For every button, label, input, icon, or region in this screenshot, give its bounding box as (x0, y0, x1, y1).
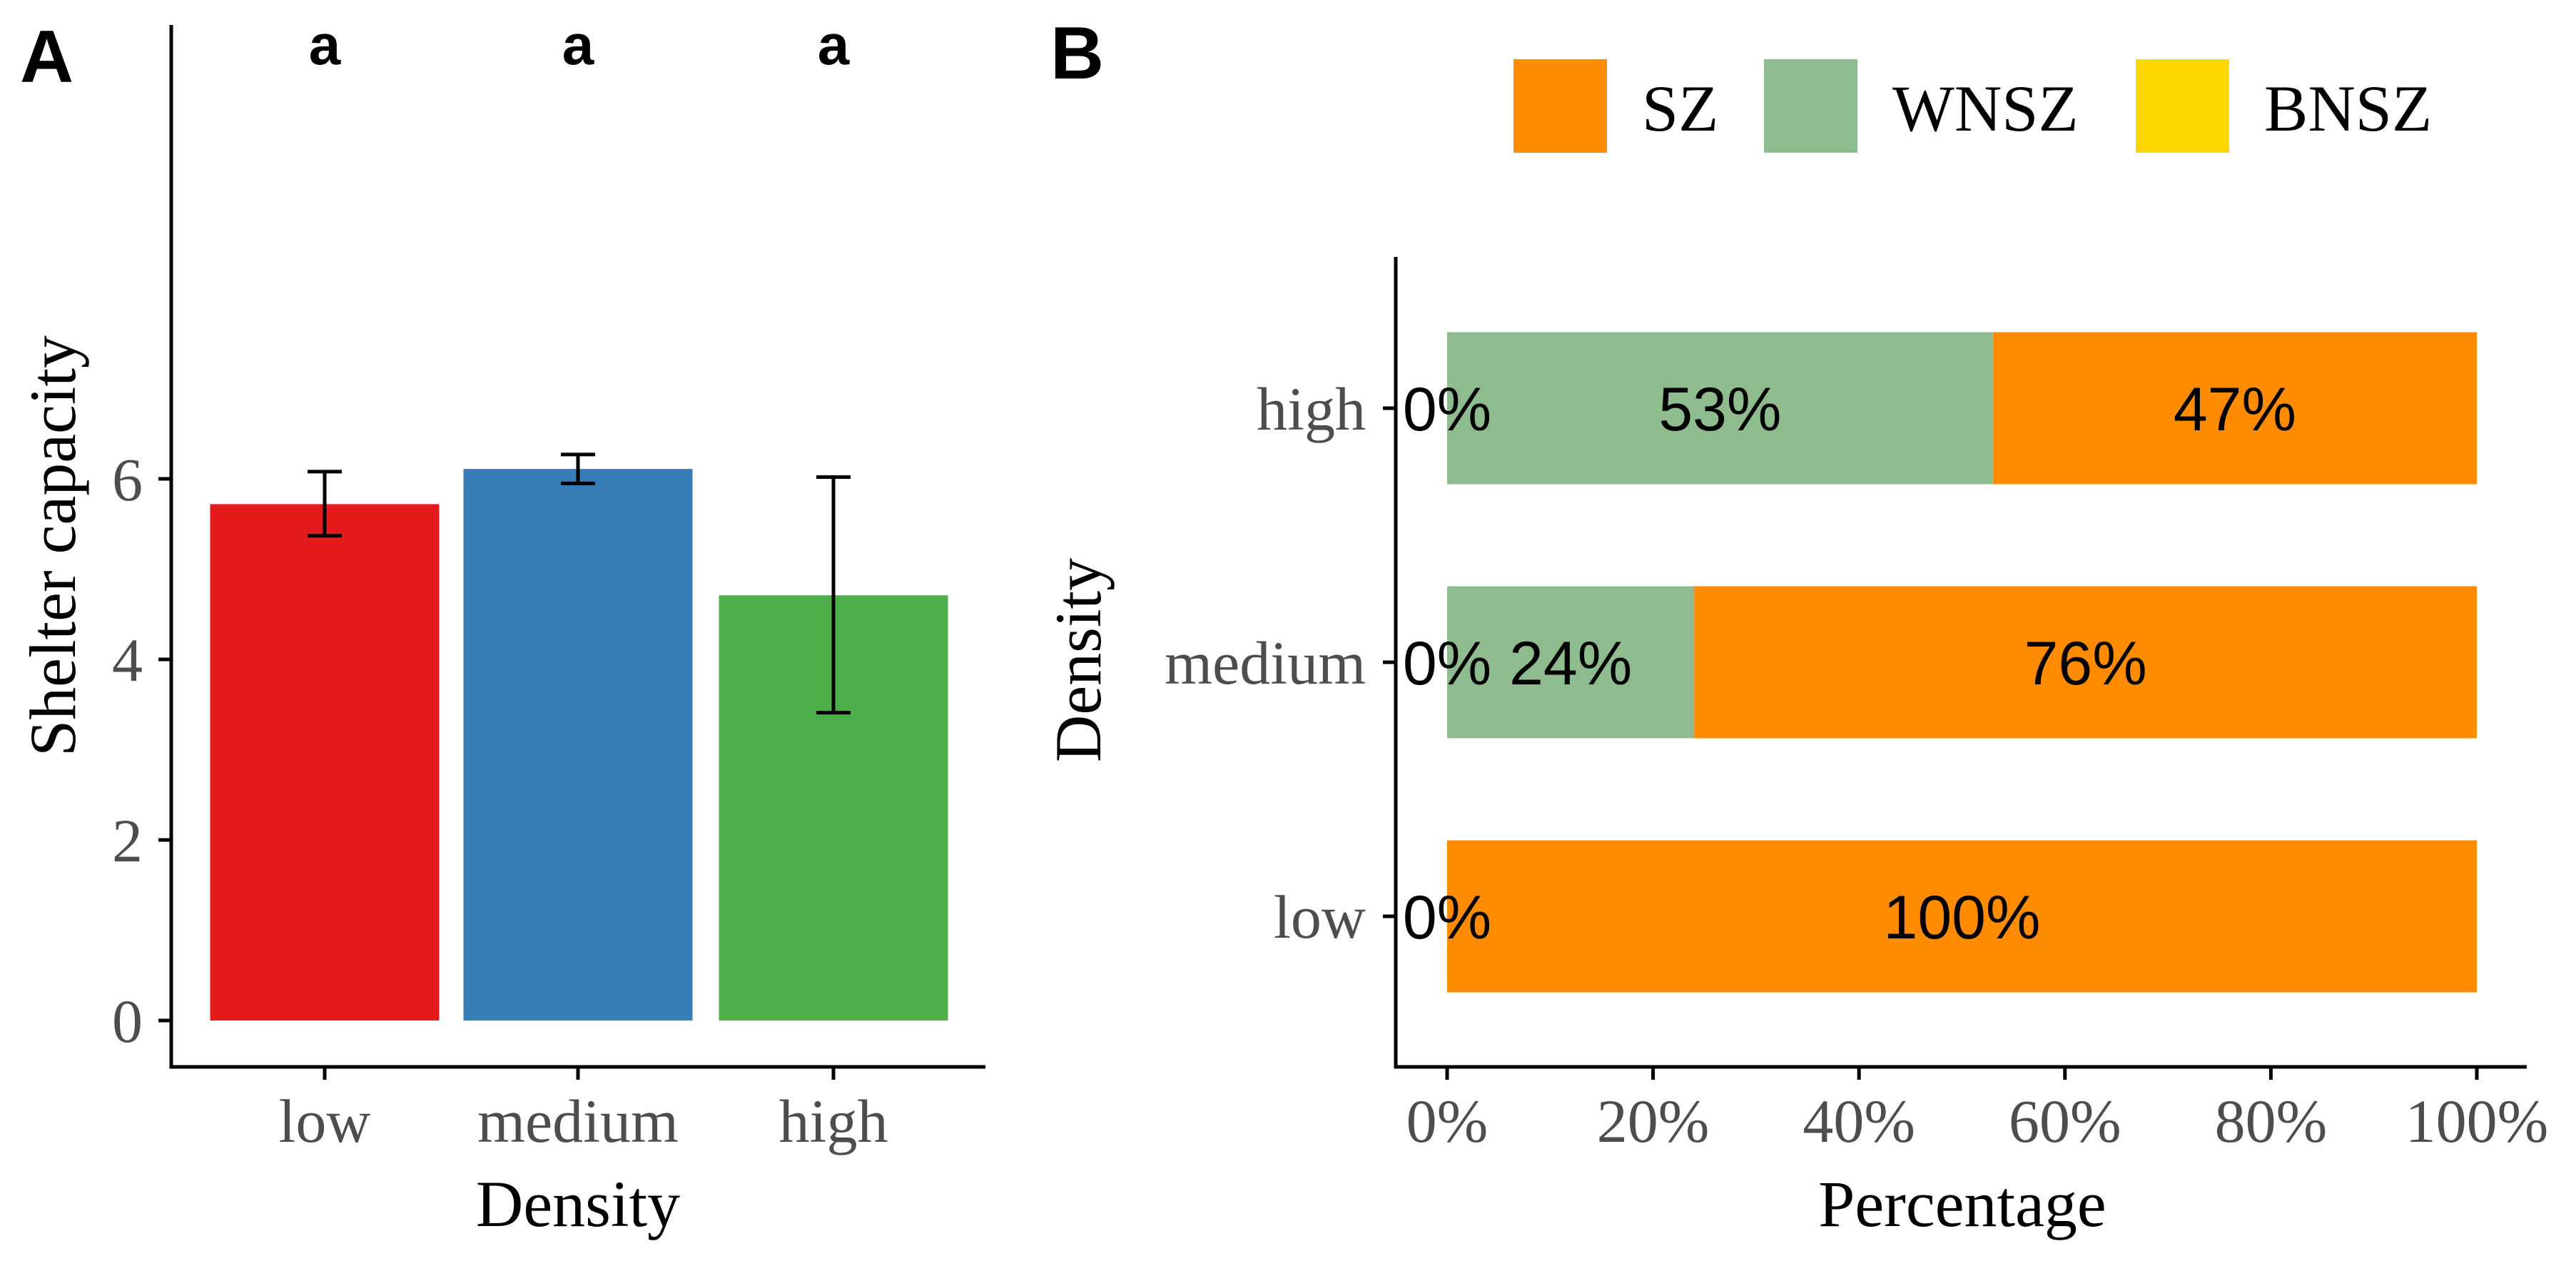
panel-a-x-axis-title: Density (476, 1168, 680, 1240)
y-tick-label-2: 2 (112, 806, 143, 875)
panel-b: B SZ WNSZ BNSZ 0% 53% 47% 0% 24% 76% 0% 100% high… (1042, 12, 2548, 1240)
y-tick-label-0: 0 (112, 987, 143, 1055)
legend-item-bnsz: BNSZ (2136, 59, 2432, 153)
panel-a-error-bars (308, 452, 851, 715)
x-tick-label-40: 40% (1802, 1087, 1915, 1155)
legend-label-wnsz: WNSZ (1892, 72, 2079, 145)
y-tick-label-6: 6 (112, 445, 143, 514)
panel-b-y-axis-title: Density (1042, 558, 1115, 762)
bar-segment-medium-sz (1694, 586, 2477, 739)
panel-b-x-ticks: 0% 20% 40% 60% 80% 100% (1406, 1067, 2549, 1155)
significance-letter-medium: a (562, 13, 594, 76)
bar-segment-high-sz (1992, 332, 2477, 485)
x-tick-label-20: 20% (1597, 1087, 1710, 1155)
panel-a-y-ticks: 0 2 4 6 (112, 445, 171, 1055)
x-tick-label-80: 80% (2215, 1087, 2328, 1155)
x-tick-label-medium: medium (477, 1087, 679, 1155)
bar-label-medium-sz: 76% (2024, 629, 2147, 698)
panel-b-legend: SZ WNSZ BNSZ (1513, 59, 2432, 153)
legend-item-sz: SZ (1513, 59, 1718, 153)
bar-label-low-sz: 100% (1884, 883, 2041, 952)
y-tick-label-high: high (1257, 375, 1366, 443)
error-bar-low (308, 470, 342, 538)
x-tick-label-low: low (279, 1087, 371, 1155)
bar-label-high-wnsz: 53% (1658, 375, 1781, 444)
x-tick-label-100: 100% (2405, 1087, 2549, 1155)
panel-a-label: A (20, 16, 73, 98)
panel-a-y-axis-title: Shelter capacity (16, 335, 89, 756)
bar-segment-low-sz (1447, 840, 2477, 993)
x-tick-label-high: high (779, 1087, 888, 1155)
error-bar-high (816, 475, 851, 715)
bar-label-medium-wnsz: 24% (1509, 629, 1632, 698)
error-bar-medium (561, 452, 595, 485)
legend-label-sz: SZ (1642, 72, 1718, 145)
bar-label-high-sz: 47% (2174, 375, 2296, 444)
legend-swatch-bnsz (2136, 59, 2229, 153)
panel-b-bar-labels: 0% 53% 47% 0% 24% 76% 0% 100% (1403, 375, 2296, 952)
significance-letter-high: a (818, 13, 850, 76)
bar-label-low-bnsz: 0% (1403, 883, 1491, 952)
panel-b-bars (1447, 332, 2477, 993)
panel-a: A a a a 0 2 4 6 low medium high Density Shelter… (16, 13, 985, 1240)
bar-label-high-bnsz: 0% (1403, 375, 1491, 444)
legend-swatch-wnsz (1764, 59, 1857, 153)
x-tick-label-60: 60% (2009, 1087, 2121, 1155)
panel-b-label: B (1050, 12, 1104, 95)
panel-b-x-axis-title: Percentage (1818, 1168, 2106, 1240)
bar-medium (463, 469, 693, 1021)
bar-label-medium-bnsz: 0% (1403, 629, 1491, 698)
panel-a-bars (210, 469, 948, 1021)
bar-low (210, 504, 440, 1021)
y-tick-label-medium: medium (1165, 629, 1366, 697)
x-tick-label-0: 0% (1406, 1087, 1489, 1155)
y-tick-label-low: low (1274, 883, 1366, 951)
legend-item-wnsz: WNSZ (1764, 59, 2079, 153)
panel-b-y-ticks: high medium low (1165, 375, 1396, 951)
bar-segment-high-wnsz (1447, 332, 1993, 485)
panel-a-x-ticks: low medium high (279, 1067, 888, 1155)
significance-letter-low: a (309, 13, 341, 76)
y-tick-label-4: 4 (112, 626, 143, 694)
bar-segment-medium-wnsz (1447, 586, 1695, 739)
legend-swatch-sz (1513, 59, 1607, 153)
legend-label-bnsz: BNSZ (2264, 72, 2432, 145)
